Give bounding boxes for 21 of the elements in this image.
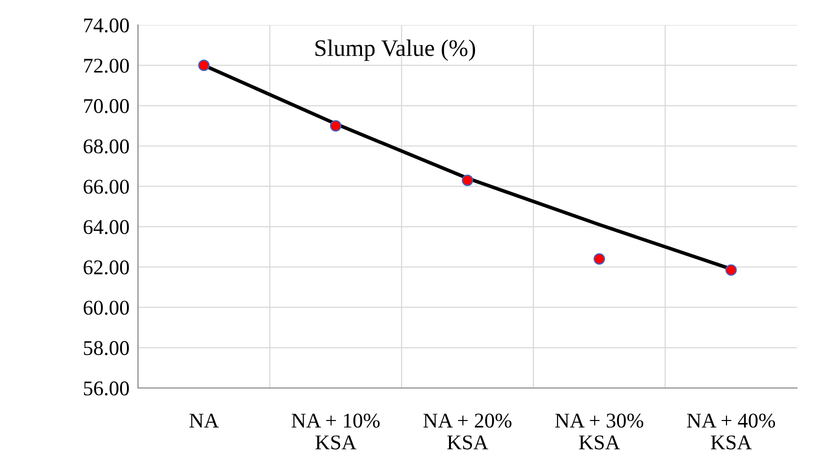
point — [462, 174, 474, 186]
x-tick-label: NA + 30% KSA — [555, 414, 644, 450]
x-tick-label: NA + 10% KSA — [292, 414, 380, 450]
x-tick-label: NA + 40% KSA — [687, 414, 776, 450]
y-tick-label: 66.00 — [84, 180, 129, 194]
point — [198, 60, 210, 72]
text: Slump Value (%) — [315, 40, 476, 61]
y-tick-label: 70.00 — [84, 99, 129, 114]
point — [594, 253, 606, 265]
point — [725, 264, 737, 276]
y-tick-label: 56.00 — [84, 381, 129, 396]
y-tick-label: 60.00 — [84, 300, 129, 315]
y-tick-label: 68.00 — [84, 139, 129, 154]
y-tick-label: 74.00 — [84, 18, 129, 33]
y-tick-label: 64.00 — [84, 220, 129, 234]
x-tick-label: NA + 20% KSA — [423, 414, 512, 450]
y-tick-label: 62.00 — [84, 260, 129, 275]
x-tick-label: NA — [189, 414, 219, 428]
y-tick-label: 72.00 — [84, 58, 129, 73]
point — [330, 120, 342, 132]
y-tick-label: 58.00 — [84, 341, 129, 356]
